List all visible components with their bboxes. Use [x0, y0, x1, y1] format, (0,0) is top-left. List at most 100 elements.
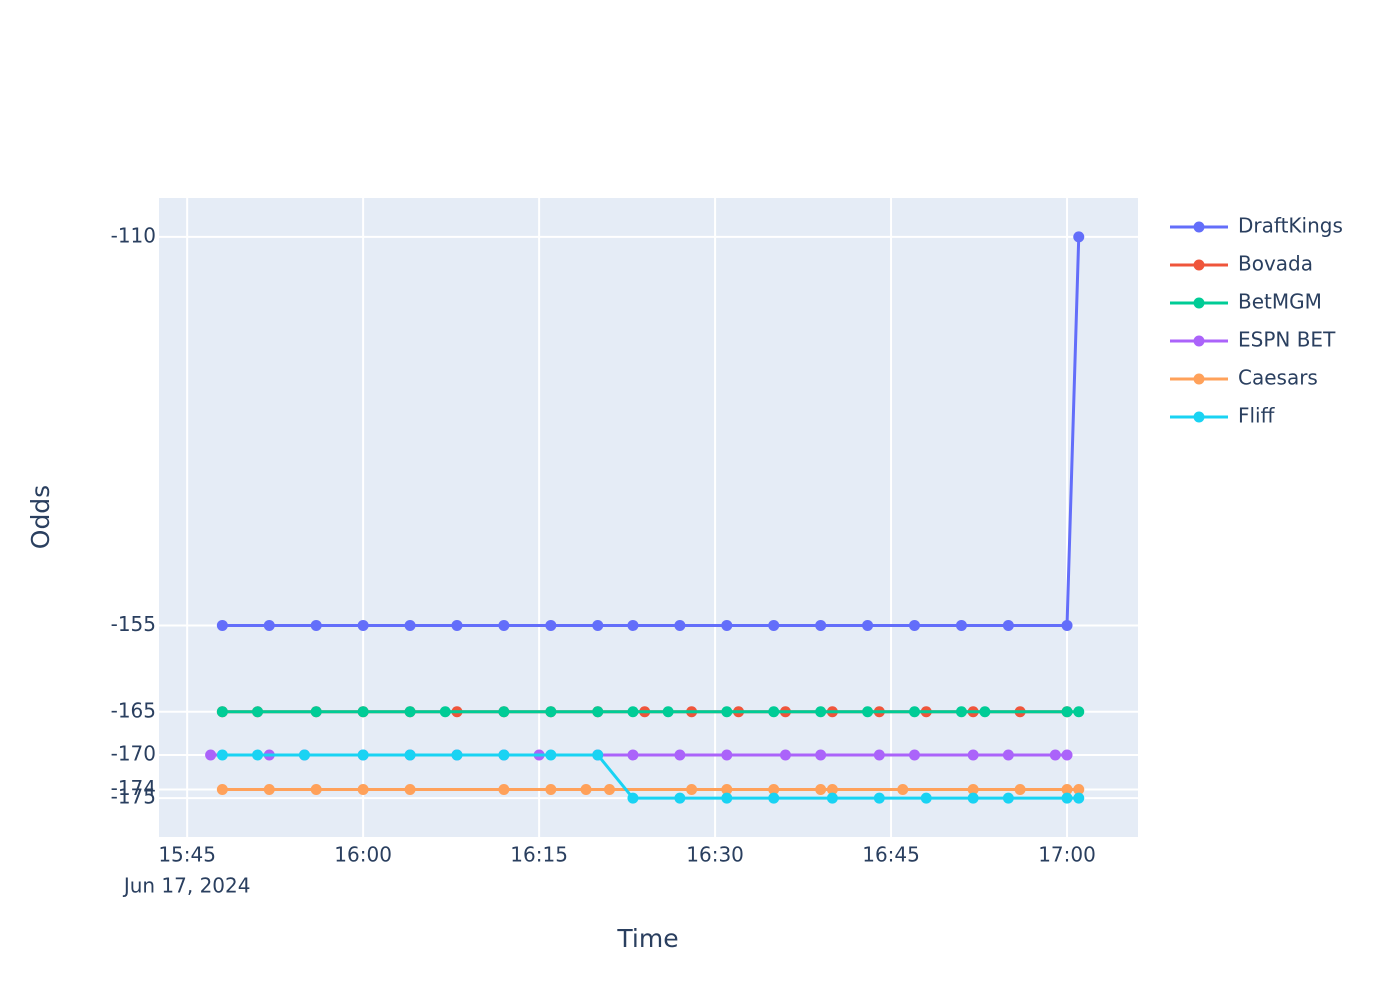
point — [721, 706, 733, 718]
point — [873, 792, 885, 804]
point — [955, 706, 967, 718]
legend-marker — [1193, 373, 1205, 385]
point — [967, 749, 979, 761]
point — [357, 706, 369, 718]
plot-area — [159, 198, 1138, 837]
point — [768, 784, 780, 796]
point — [498, 749, 510, 761]
point — [815, 749, 827, 761]
point — [662, 706, 674, 718]
legend-label: Fliff — [1238, 404, 1276, 428]
point — [627, 749, 639, 761]
point — [439, 706, 451, 718]
point — [768, 706, 780, 718]
point — [263, 619, 275, 631]
x-tick-label: 16:15 — [510, 843, 568, 867]
point — [1073, 231, 1085, 243]
point — [1002, 792, 1014, 804]
point — [627, 619, 639, 631]
point — [603, 784, 615, 796]
y-axis-title: Odds — [26, 485, 55, 549]
y-tick-label: -165 — [111, 698, 156, 722]
point — [674, 619, 686, 631]
legend-marker — [1193, 335, 1205, 347]
x-tick-label: 16:00 — [334, 843, 392, 867]
point — [955, 619, 967, 631]
point — [909, 749, 921, 761]
point — [1061, 706, 1073, 718]
point — [357, 749, 369, 761]
point — [1049, 749, 1061, 761]
point — [310, 784, 322, 796]
point — [826, 784, 838, 796]
y-tick-label: -175 — [111, 785, 156, 809]
point — [909, 619, 921, 631]
point — [451, 749, 463, 761]
legend-marker — [1193, 411, 1205, 423]
point — [721, 792, 733, 804]
point — [768, 792, 780, 804]
x-tick-date: Jun 17, 2024 — [122, 874, 251, 898]
point — [545, 619, 557, 631]
point — [498, 784, 510, 796]
point — [357, 784, 369, 796]
point — [357, 619, 369, 631]
x-tick-label: 17:00 — [1038, 843, 1096, 867]
legend-marker — [1193, 259, 1205, 271]
point — [298, 749, 310, 761]
legend-label: DraftKings — [1238, 214, 1343, 238]
point — [1061, 619, 1073, 631]
point — [967, 784, 979, 796]
legend-marker — [1193, 297, 1205, 309]
point — [498, 619, 510, 631]
point — [404, 706, 416, 718]
point — [592, 706, 604, 718]
point — [404, 749, 416, 761]
point — [580, 784, 592, 796]
point — [721, 619, 733, 631]
point — [909, 706, 921, 718]
point — [216, 619, 228, 631]
point — [826, 792, 838, 804]
point — [897, 784, 909, 796]
point — [920, 792, 932, 804]
point — [1014, 784, 1026, 796]
point — [592, 749, 604, 761]
point — [252, 706, 264, 718]
point — [545, 784, 557, 796]
point — [779, 749, 791, 761]
point — [1073, 706, 1085, 718]
y-tick-label: -155 — [111, 612, 156, 636]
point — [1061, 784, 1073, 796]
point — [862, 706, 874, 718]
series-line — [222, 236, 1081, 627]
point — [627, 792, 639, 804]
point — [404, 784, 416, 796]
point — [545, 749, 557, 761]
point — [404, 619, 416, 631]
point — [216, 749, 228, 761]
point — [310, 706, 322, 718]
point — [815, 619, 827, 631]
legend-label: ESPN BET — [1238, 328, 1336, 352]
point — [873, 749, 885, 761]
point — [1061, 792, 1073, 804]
point — [545, 706, 557, 718]
point — [674, 749, 686, 761]
point — [815, 706, 827, 718]
point — [252, 749, 264, 761]
legend-marker — [1193, 221, 1205, 233]
x-tick-label: 16:30 — [686, 843, 744, 867]
point — [592, 619, 604, 631]
point — [674, 792, 686, 804]
legend-label: Bovada — [1238, 252, 1313, 276]
point — [721, 784, 733, 796]
point — [216, 706, 228, 718]
point — [627, 706, 639, 718]
point — [967, 792, 979, 804]
point — [862, 619, 874, 631]
y-tick-label: -110 — [111, 223, 156, 247]
point — [768, 619, 780, 631]
x-tick-label: 16:45 — [862, 843, 920, 867]
